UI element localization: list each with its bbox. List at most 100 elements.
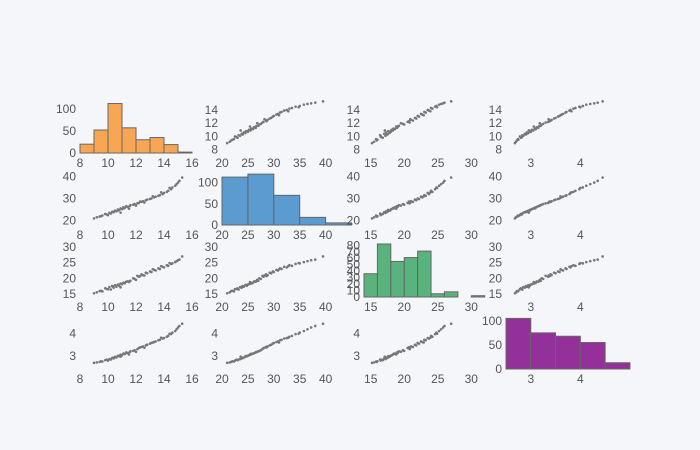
scatter-point	[552, 117, 556, 120]
scatter-point	[437, 329, 441, 333]
histogram-bar	[273, 194, 301, 226]
x-tick-label: 4	[577, 300, 584, 314]
y-tick-label: 30	[489, 192, 503, 206]
scatter-point	[579, 186, 582, 190]
scatter-point	[574, 189, 577, 193]
scatter-point	[581, 262, 585, 265]
scatter-point	[372, 140, 376, 144]
scatter-point	[159, 191, 163, 194]
scatter-point	[143, 274, 146, 277]
scatter-point	[134, 350, 138, 354]
histogram-bar	[403, 257, 419, 298]
y-tick-label: 10	[347, 129, 361, 143]
y-tick-label: 15	[63, 287, 77, 301]
scatter-point	[544, 274, 547, 278]
scatter-point	[572, 190, 575, 194]
scatter-point	[540, 276, 543, 280]
scatter-point	[556, 197, 560, 201]
y-tick-label: 60	[347, 251, 361, 265]
scatter-point	[439, 327, 443, 331]
x-tick-label: 25	[431, 156, 445, 170]
scatter-point	[180, 322, 184, 326]
scatter-point	[235, 358, 238, 362]
y-tick-label: 3	[69, 349, 76, 363]
scatter-point	[581, 186, 585, 189]
scatter-point	[321, 100, 325, 103]
scatter-point	[570, 109, 573, 113]
scatter-point	[396, 124, 400, 128]
scatter-point	[559, 113, 562, 117]
scatter-point	[302, 329, 306, 333]
x-tick-label: 20	[398, 372, 412, 386]
scatter-point	[157, 267, 160, 270]
scatter-point	[396, 350, 400, 354]
scatter-point	[151, 341, 155, 344]
scatter-point	[175, 327, 178, 331]
scatter-point	[120, 207, 124, 211]
scatter-point	[588, 259, 592, 263]
scatter-point	[240, 132, 244, 136]
scatter-point	[265, 274, 268, 278]
scatter-point	[131, 203, 135, 206]
scatter-point	[225, 291, 229, 295]
scatter-point	[564, 111, 567, 114]
scatter-point	[105, 213, 108, 216]
y-tick-label: 0	[495, 362, 502, 376]
scatter-point	[429, 109, 432, 113]
scatter-point	[388, 354, 392, 358]
scatter-point	[157, 338, 160, 342]
scatter-point	[313, 258, 317, 261]
panel-r1-c1: 20 25 30 35 40 0 50 100	[198, 173, 353, 242]
y-tick-label: 30	[489, 240, 503, 254]
scatter-point	[402, 349, 406, 353]
scatter-point	[282, 109, 286, 112]
x-tick-label: 30	[267, 372, 281, 386]
scatter-point	[306, 327, 309, 331]
scatter-point	[148, 270, 152, 273]
scatter-point	[443, 179, 446, 183]
histogram-bar	[221, 176, 249, 226]
scatter-point	[570, 264, 573, 268]
scatter-point	[407, 346, 411, 349]
x-tick-label: 30	[267, 228, 281, 242]
scatter-point	[518, 287, 522, 291]
y-tick-label: 8	[495, 143, 502, 157]
scatter-point	[95, 291, 99, 294]
y-tick-label: 14	[489, 103, 503, 117]
scatter-point	[126, 205, 129, 209]
scatter-point	[321, 255, 325, 258]
scatter-point	[520, 135, 524, 139]
scatter-point	[136, 347, 139, 351]
scatter-point	[449, 322, 453, 326]
scatter-point	[424, 194, 427, 198]
x-tick-label: 25	[241, 300, 255, 314]
y-tick-label: 30	[63, 240, 77, 254]
scatter-point	[268, 344, 271, 347]
scatter-point	[388, 130, 392, 133]
scatter-point	[297, 332, 300, 335]
scatter-point	[232, 360, 236, 363]
scatter-point	[521, 133, 524, 137]
y-tick-label: 40	[63, 169, 77, 183]
x-tick-label: 15	[364, 156, 378, 170]
scatter-point	[294, 332, 297, 336]
scatter-point	[439, 182, 443, 186]
scatter-point	[275, 340, 278, 344]
scatter-point	[540, 123, 543, 126]
scatter-point	[244, 130, 248, 133]
scatter-point	[537, 279, 541, 283]
histogram-bar	[149, 137, 165, 154]
panel-r1-c3: 3 4 20 30 40	[489, 169, 604, 242]
x-tick-label: 12	[129, 372, 143, 386]
scatter-point	[275, 113, 278, 116]
scatter-point	[254, 350, 258, 354]
histogram-bar	[470, 295, 486, 298]
histogram-bar	[390, 260, 405, 298]
scatter-point	[380, 135, 383, 139]
histogram-bar	[530, 332, 557, 370]
scatter-point	[399, 121, 403, 125]
scatter-point	[242, 131, 246, 134]
scatter-point	[255, 121, 259, 125]
scatter-point	[265, 346, 268, 349]
